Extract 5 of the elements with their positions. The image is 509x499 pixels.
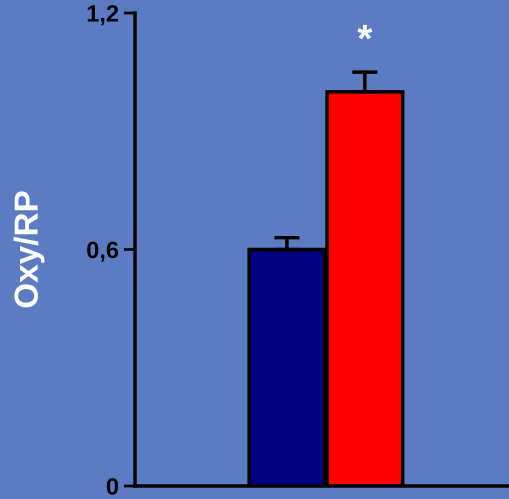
y-tick-label: 1,2 [88, 5, 118, 26]
y-tick-label: 0 [106, 478, 118, 495]
annotation: * [357, 24, 372, 40]
y-tick-label: 0,6 [87, 242, 118, 262]
y-axis-title: Oxy/RP [13, 191, 45, 308]
